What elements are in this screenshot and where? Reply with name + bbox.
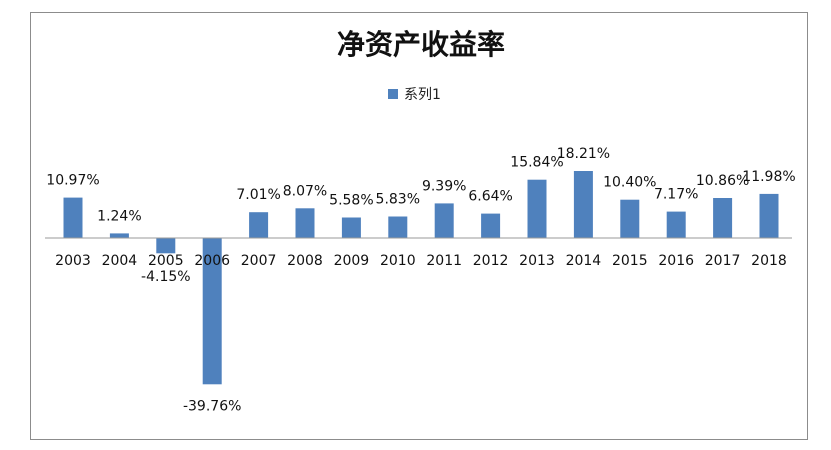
data-label-2013: 15.84% xyxy=(510,155,563,171)
data-label-2017: 10.86% xyxy=(696,173,749,189)
x-tick-label-2008: 2008 xyxy=(287,253,323,269)
data-label-2015: 10.40% xyxy=(603,175,656,191)
x-tick-label-2010: 2010 xyxy=(380,253,416,269)
bar-2004 xyxy=(109,233,129,238)
labels-layer: 2003 10.97% 2004 1.24% 2005-4.15%2006 -39.76%… xyxy=(46,146,795,414)
bar-2010 xyxy=(388,216,408,238)
bar-2006 xyxy=(202,238,222,385)
x-tick-label-2017: 2017 xyxy=(705,253,741,269)
x-tick-label-2014: 2014 xyxy=(566,253,602,269)
data-label-2010: 5.83% xyxy=(376,192,420,208)
data-label-2014: 18.21% xyxy=(557,146,610,162)
data-label-2009: 5.58% xyxy=(329,193,373,209)
data-label-2004: 1.24% xyxy=(97,208,141,224)
bar-2005 xyxy=(156,238,176,254)
bar-2008 xyxy=(295,208,315,238)
bars-layer xyxy=(63,171,779,385)
bar-2015 xyxy=(620,199,640,238)
data-label-2018: 11.98% xyxy=(742,169,795,185)
x-tick-label-2012: 2012 xyxy=(473,253,509,269)
data-label-2008: 8.07% xyxy=(283,183,327,199)
data-label-2012: 6.64% xyxy=(468,189,512,205)
bar-2012 xyxy=(481,213,501,238)
data-label-2011: 9.39% xyxy=(422,178,466,194)
x-tick-label-2016: 2016 xyxy=(658,253,694,269)
bar-2003 xyxy=(63,197,83,238)
x-tick-label-2004: 2004 xyxy=(102,253,138,269)
data-label-2007: 7.01% xyxy=(236,187,280,203)
bar-2018 xyxy=(759,193,779,238)
data-label-2016: 7.17% xyxy=(654,187,698,203)
bar-2007 xyxy=(249,212,269,238)
x-tick-label-2015: 2015 xyxy=(612,253,648,269)
bar-2013 xyxy=(527,179,547,238)
bar-2016 xyxy=(666,211,686,238)
bar-2011 xyxy=(434,203,454,238)
data-label-2003: 10.97% xyxy=(46,173,99,189)
x-tick-label-2018: 2018 xyxy=(751,253,787,269)
legend-swatch xyxy=(388,89,398,99)
legend-label: 系列1 xyxy=(404,87,441,103)
data-label-2006: -39.76% xyxy=(183,398,241,414)
x-tick-label-2006: 2006 xyxy=(194,253,230,269)
data-label-2005: -4.15% xyxy=(141,269,191,285)
x-tick-label-2007: 2007 xyxy=(241,253,277,269)
bar-2017 xyxy=(713,198,733,238)
x-tick-label-2013: 2013 xyxy=(519,253,555,269)
bar-2014 xyxy=(573,171,593,238)
bar-2009 xyxy=(341,217,361,238)
x-tick-label-2009: 2009 xyxy=(334,253,370,269)
chart-title: 净资产收益率 xyxy=(337,28,505,61)
x-tick-label-2005: 2005 xyxy=(148,253,184,269)
x-tick-label-2011: 2011 xyxy=(426,253,462,269)
x-tick-label-2003: 2003 xyxy=(55,253,91,269)
